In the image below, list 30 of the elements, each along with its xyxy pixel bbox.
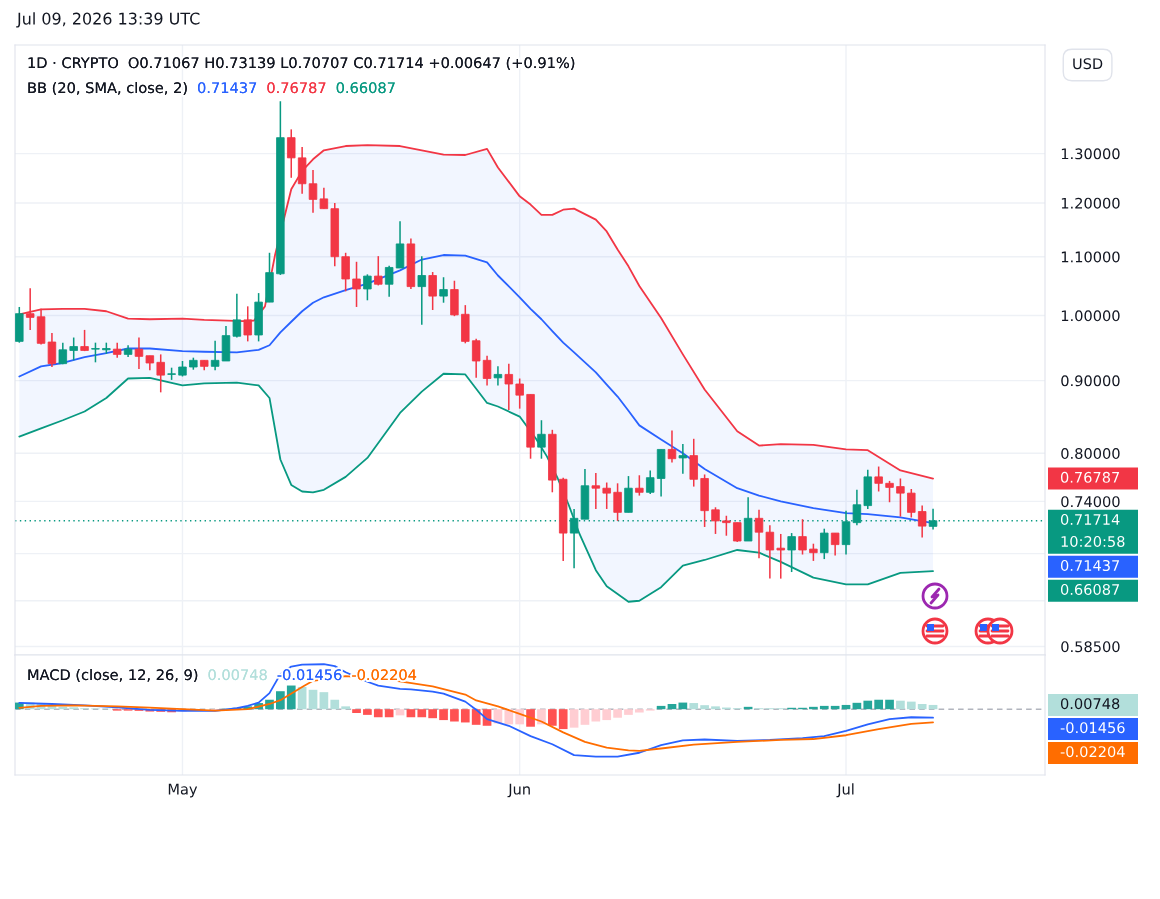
y-tick-label: 1.10000 [1061, 251, 1120, 263]
y-tick-label: 0.74000 [1061, 496, 1120, 508]
annotation: 0.66087 [336, 82, 395, 94]
x-tick-label: Jul [836, 783, 854, 798]
x-tick-label: May [168, 783, 198, 798]
text: 0.00748 [1060, 698, 1120, 710]
text: 0.71437 [1060, 559, 1120, 572]
annotation: 0.00748 [208, 669, 267, 681]
y-tick-label: 1.30000 [1061, 148, 1120, 160]
ref-line-label: 0.71714 [1060, 513, 1120, 526]
text: 0.66087 [1060, 583, 1120, 596]
chart-title: MACD (close, 12, 26, 9) [28, 668, 198, 682]
annotation: BB (20, SMA, close, 2) [28, 81, 187, 95]
annotation: 0.71437 [198, 82, 257, 94]
y-tick-label: 1.00000 [1061, 310, 1120, 322]
annotation: O0.71067 H0.73139 L0.70707 C0.71714 +0.00647 (+0.91%) [128, 56, 575, 70]
text: -0.02204 [1060, 746, 1125, 758]
y-tick-label: 0.80000 [1061, 448, 1120, 460]
text: 10:20:58 [1061, 535, 1125, 548]
y-tick-label: 0.90000 [1061, 375, 1120, 387]
text: 1D · CRYPTO [28, 57, 119, 69]
x-tick-label: Jun [507, 783, 530, 798]
text: Jul 09, 2026 13:39 UTC [16, 12, 200, 28]
y-axis-title: USD [1073, 58, 1103, 70]
annotation: -0.02204 [352, 669, 417, 681]
annotation: 0.76787 [267, 82, 326, 94]
text: -0.01456 [1060, 722, 1125, 734]
text: 0.76787 [1060, 471, 1120, 483]
y-tick-label: 0.58500 [1061, 641, 1120, 653]
y-tick-label: 1.20000 [1061, 197, 1120, 209]
